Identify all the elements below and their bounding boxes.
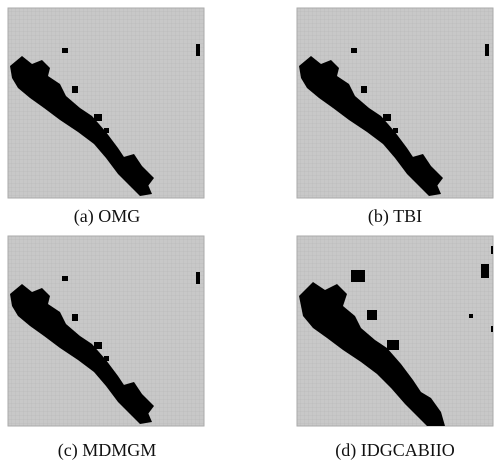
map-panel	[7, 235, 205, 427]
caption: (c) MDMGM	[58, 440, 157, 461]
map-panel	[296, 235, 494, 427]
caption: (d) IDGCABIIO	[335, 440, 454, 461]
caption: (a) OMG	[74, 206, 140, 227]
map-panel	[7, 7, 205, 199]
caption: (b) TBI	[368, 206, 422, 227]
map-panel	[296, 7, 494, 199]
